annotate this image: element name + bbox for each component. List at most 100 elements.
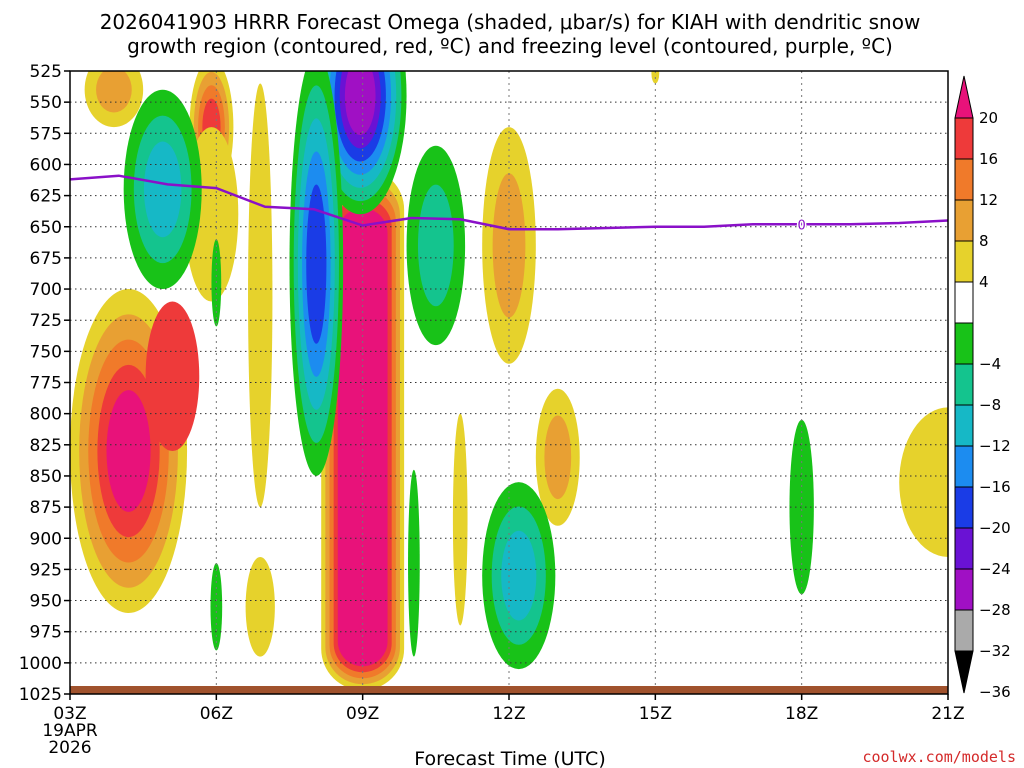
colorbar-label-11: −28 <box>979 601 1011 619</box>
colorbar-label-2: 12 <box>979 191 998 209</box>
omega-contour-sinking-1000z-low-0 <box>408 469 420 657</box>
colorbar-label-3: 8 <box>979 232 989 250</box>
y-tick-label-975: 975 <box>30 623 62 643</box>
y-tick-label-950: 950 <box>30 592 62 612</box>
omega-contour-rising-0700z-0 <box>248 83 273 508</box>
omega-contour-sinking-0800z-column-4 <box>306 184 327 344</box>
colorbar-bin-6 <box>954 363 974 406</box>
x-tick-label-09Z: 09Z <box>346 704 379 724</box>
freezing-level-label: 0 <box>798 218 806 233</box>
omega-region-sinking-1000z-low <box>408 469 420 657</box>
omega-region-sinking-0800z-column <box>289 71 344 476</box>
omega-contour-sinking-0500z-2 <box>143 141 182 238</box>
y-tick-label-900: 900 <box>30 529 62 549</box>
gridlines <box>70 71 948 694</box>
y-tick-label-725: 725 <box>30 311 62 331</box>
omega-contour-sinking-1000z-1 <box>417 184 454 307</box>
colorbar-label-1: 16 <box>979 150 998 168</box>
x-tick-label-03Z: 03Z <box>53 704 86 724</box>
x-tick-label-15Z: 15Z <box>639 704 672 724</box>
omega-region-sinking-1800z <box>789 419 814 595</box>
y-tick-label-625: 625 <box>30 187 62 207</box>
colorbar-label-0: 20 <box>979 109 998 127</box>
credit-text: coolwx.com/models <box>862 748 1016 766</box>
y-tick-label-650: 650 <box>30 218 62 238</box>
colorbar: 20 16 12 8 4 −4 −8 −12 −16 −20 −24 −28 −32 −36 <box>954 75 1011 701</box>
colorbar-label-13: −36 <box>979 683 1011 701</box>
colorbar-label-7: −12 <box>979 437 1011 455</box>
colorbar-bin-2 <box>954 199 974 242</box>
omega-region-rising-0700z <box>248 83 273 508</box>
x-axis-label: Forecast Time (UTC) <box>414 748 605 768</box>
colorbar-label-12: −32 <box>979 642 1011 660</box>
y-tick-label-875: 875 <box>30 498 62 518</box>
colorbar-bin-3 <box>954 240 974 283</box>
omega-contour-rising-0345z-top-1 <box>96 71 132 113</box>
omega-contour-rising-0700z-low-0 <box>245 556 275 657</box>
colorbar-label-10: −24 <box>979 560 1011 578</box>
colorbar-bin-7 <box>954 404 974 447</box>
omega-region-sinking-1000z <box>406 145 466 346</box>
y-tick-label-600: 600 <box>30 155 62 175</box>
colorbar-bin-8 <box>954 445 974 488</box>
y-tick-label-925: 925 <box>30 560 62 580</box>
omega-contour-rising-1100z-0 <box>452 413 468 626</box>
chart-title-line-2: growth region (contoured, red, ºC) and f… <box>127 34 893 58</box>
colorbar-label-6: −8 <box>979 396 1001 414</box>
colorbar-bin-11 <box>954 568 974 611</box>
y-tick-label-675: 675 <box>30 249 62 269</box>
plot-area: 0 <box>70 71 948 694</box>
terrain-strip <box>70 686 948 694</box>
colorbar-bin-1 <box>954 158 974 201</box>
colorbar-bin-4 <box>954 281 974 324</box>
colorbar-bin-9 <box>954 486 974 529</box>
y-tick-label-775: 775 <box>30 374 62 394</box>
omega-contour-sinking-1200z-low-2 <box>501 530 537 621</box>
omega-region-rising-1100z <box>452 413 468 626</box>
omega-region-rising-1300z <box>535 388 580 526</box>
y-tick-label-850: 850 <box>30 467 62 487</box>
omega-region-rising-1500z-top <box>651 71 660 84</box>
y-tick-label-525: 525 <box>30 62 62 82</box>
colorbar-label-5: −4 <box>979 355 1001 373</box>
y-tick-label-800: 800 <box>30 405 62 425</box>
colorbar-label-8: −16 <box>979 478 1011 496</box>
y-tick-label-700: 700 <box>30 280 62 300</box>
y-tick-label-750: 750 <box>30 342 62 362</box>
colorbar-label-4: 4 <box>979 273 989 291</box>
omega-region-rising-0500z-mid <box>145 301 200 452</box>
x-tick-label-21Z: 21Z <box>931 704 964 724</box>
y-tick-label-1025: 1025 <box>19 685 62 705</box>
omega-contour-sinking-0830z-top-6 <box>344 71 376 136</box>
omega-contour-rising-1500z-top-0 <box>651 71 660 84</box>
colorbar-bin-0 <box>954 117 974 160</box>
omega-contour-rising-0500z-mid-0 <box>145 301 200 452</box>
x-date-sublabel-1: 2026 <box>48 738 91 758</box>
colorbar-bin-5 <box>954 322 974 365</box>
omega-region-sinking-1200z-low <box>482 482 556 670</box>
omega-region-rising-0700z-low <box>245 556 275 657</box>
y-tick-label-575: 575 <box>30 124 62 144</box>
y-tick-label-550: 550 <box>30 93 62 113</box>
omega-contour-sinking-1800z-0 <box>789 419 814 595</box>
colorbar-bin-10 <box>954 527 974 570</box>
omega-region-rising-0345z-top <box>84 71 144 128</box>
omega-contour-rising-1300z-1 <box>544 415 572 500</box>
colorbar-bin-12 <box>954 609 974 652</box>
x-tick-label-18Z: 18Z <box>785 704 818 724</box>
colorbar-bin-bottom-triangle <box>954 650 974 694</box>
y-tick-label-1000: 1000 <box>19 654 62 674</box>
freezing-level-contour: 0 <box>70 174 948 235</box>
chart-title-line-1: 2026041903 HRRR Forecast Omega (shaded, … <box>100 10 921 34</box>
y-axis: 525 550 575 600 625 650 675 700 725 750 775 800 825 8… <box>19 62 70 705</box>
freezing-level-line <box>70 174 948 231</box>
colorbar-label-9: −20 <box>979 519 1011 537</box>
omega-region-sinking-0500z <box>123 89 202 290</box>
x-date-sublabel-0: 19APR <box>42 721 98 741</box>
x-tick-label-12Z: 12Z <box>492 704 525 724</box>
omega-contour-rising-0400z-lower-4 <box>106 390 151 512</box>
y-tick-label-825: 825 <box>30 436 62 456</box>
x-tick-label-06Z: 06Z <box>200 704 233 724</box>
